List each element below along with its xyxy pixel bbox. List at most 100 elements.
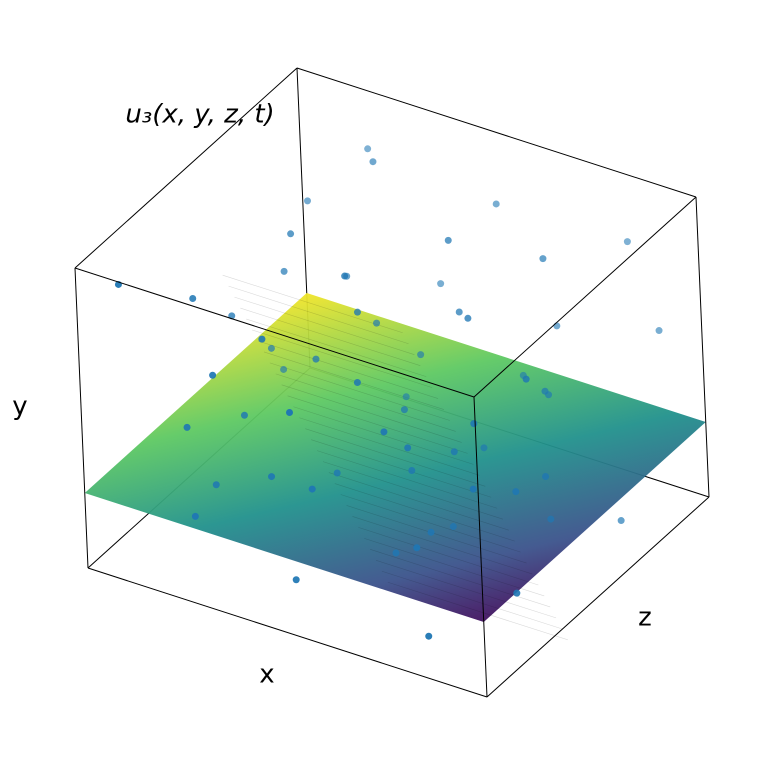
- data-point: [212, 481, 220, 489]
- contour-line: [252, 329, 433, 388]
- box-edge: [296, 67, 697, 198]
- contour-line: [328, 472, 509, 531]
- contour-line: [222, 274, 403, 334]
- data-point: [542, 473, 550, 481]
- contour-line: [281, 384, 462, 443]
- x-axis-label: x: [259, 660, 274, 690]
- box-edge: [695, 196, 710, 498]
- data-point: [280, 267, 288, 275]
- data-point: [380, 428, 388, 436]
- contour-line: [322, 461, 504, 520]
- data-point: [545, 391, 553, 399]
- data-point: [425, 632, 433, 640]
- contour-line: [299, 417, 480, 476]
- data-point: [402, 393, 410, 401]
- data-point: [392, 549, 400, 557]
- contour-line: [381, 570, 563, 630]
- contour-line: [334, 483, 515, 542]
- contour-line: [375, 560, 557, 619]
- contour-line: [316, 450, 498, 509]
- contour-line: [269, 362, 450, 421]
- data-point: [480, 444, 488, 452]
- box-edge: [74, 67, 298, 269]
- data-point: [191, 512, 199, 520]
- contour-line: [246, 318, 427, 377]
- data-point: [512, 488, 520, 496]
- data-point: [470, 420, 478, 428]
- data-point: [553, 322, 561, 330]
- data-point: [353, 379, 361, 386]
- data-point: [369, 158, 377, 166]
- data-point: [292, 576, 300, 584]
- contour-line: [275, 373, 456, 432]
- data-point: [268, 473, 276, 481]
- data-point: [312, 355, 320, 363]
- data-point: [400, 406, 408, 414]
- box-edge: [473, 196, 697, 398]
- data-point: [539, 255, 547, 263]
- data-point: [437, 280, 445, 288]
- box-edge: [74, 267, 89, 569]
- front-layer: [74, 67, 710, 698]
- chart-title: u₃(x, y, z, t): [125, 100, 274, 130]
- data-point: [373, 319, 381, 327]
- contour-line: [358, 527, 539, 586]
- data-point: [547, 515, 555, 523]
- box-edge: [87, 567, 488, 698]
- data-point: [655, 327, 663, 335]
- box-edge: [473, 396, 488, 698]
- contour-line: [228, 285, 409, 345]
- data-point: [189, 294, 197, 302]
- data-point: [444, 236, 452, 244]
- contour-line: [234, 296, 415, 355]
- data-point: [623, 238, 631, 246]
- data-point: [404, 444, 412, 452]
- data-point: [240, 411, 248, 419]
- contour-line: [370, 549, 551, 608]
- data-point: [455, 308, 463, 316]
- contour-line: [240, 307, 421, 366]
- data-point: [308, 485, 316, 493]
- data-point: [258, 335, 266, 343]
- plane-layer: [84, 274, 706, 641]
- data-point: [449, 523, 457, 531]
- data-point: [408, 467, 416, 475]
- data-point: [464, 314, 472, 322]
- data-point: [286, 409, 293, 416]
- data-point: [287, 230, 295, 238]
- data-point: [364, 145, 372, 153]
- z-axis-label: z: [638, 603, 652, 633]
- data-point: [450, 448, 458, 456]
- contour-line: [364, 538, 545, 597]
- box-edge: [486, 496, 710, 698]
- contour-line: [305, 428, 486, 487]
- data-point: [267, 344, 275, 352]
- data-point: [492, 200, 500, 208]
- contour-line: [387, 581, 568, 641]
- box-edge: [74, 267, 475, 398]
- contour-line: [346, 505, 527, 564]
- data-point: [617, 517, 625, 525]
- data-point: [333, 469, 341, 477]
- contour-line: [287, 395, 468, 454]
- contour-line: [263, 351, 445, 410]
- data-point: [353, 308, 361, 316]
- contour-plane: [84, 293, 706, 622]
- data-point: [469, 485, 477, 493]
- data-point: [417, 351, 425, 359]
- contour-line: [340, 494, 521, 553]
- contour-line: [293, 406, 474, 465]
- data-point: [519, 371, 527, 379]
- data-point: [209, 371, 217, 379]
- y-axis-label: y: [12, 392, 27, 422]
- data-point: [513, 589, 521, 597]
- data-point: [183, 423, 191, 431]
- contour-line: [311, 439, 492, 498]
- data-point: [304, 197, 311, 205]
- data-point: [343, 272, 351, 280]
- contour-line: [352, 516, 533, 575]
- data-point: [413, 544, 421, 552]
- data-point: [427, 528, 435, 536]
